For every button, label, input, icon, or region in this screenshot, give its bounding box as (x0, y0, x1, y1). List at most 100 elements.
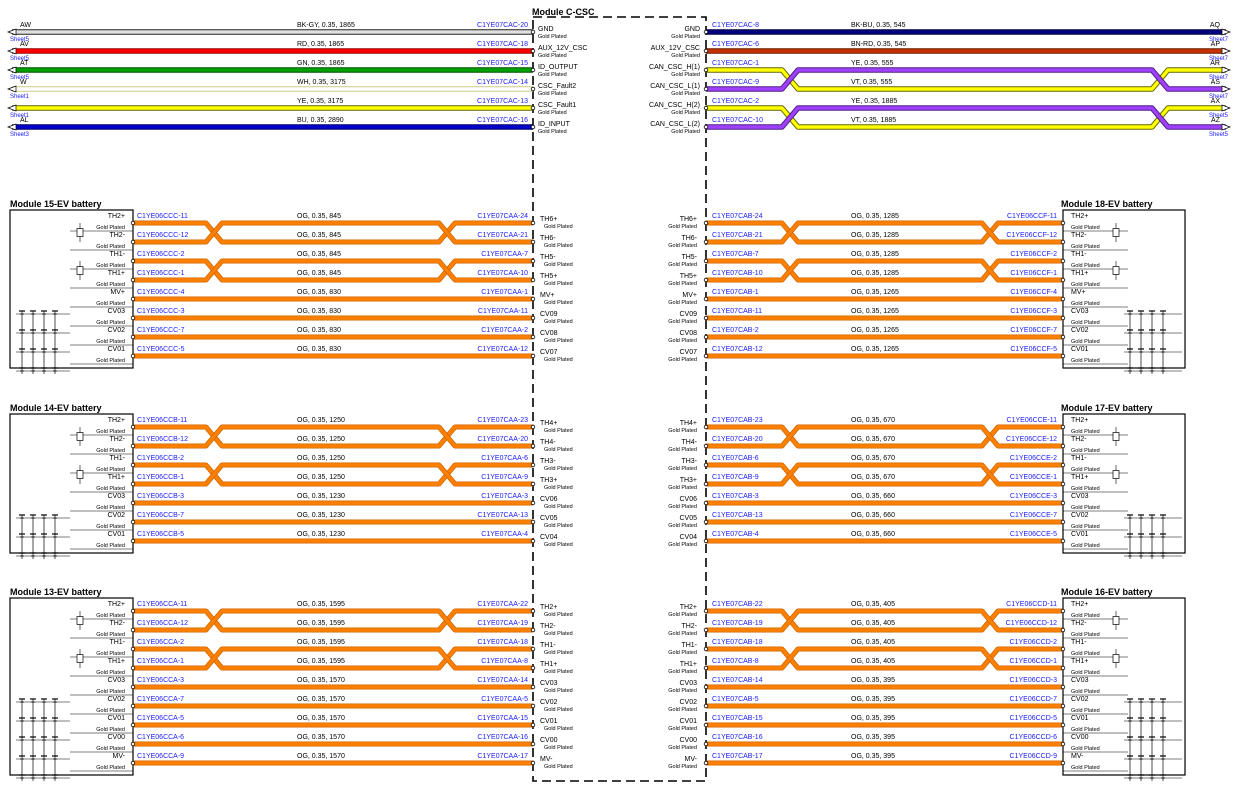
pin-name: AUX_12V_CSC (538, 45, 587, 52)
module-pin-name: TH1+ (108, 658, 125, 665)
module-title: Module 13-EV battery (10, 587, 102, 597)
csc-right-wire: AP Sheet7 BN-RD, 0.35, 545 C1YE07CAC-6 AUX_1… (651, 41, 1231, 62)
csc-pin-name: TH5+ (540, 273, 557, 280)
plating-label: Gold Plated (96, 467, 125, 473)
wire-spec: OG, 0.35, 395 (851, 677, 895, 684)
module-pin-name: TH1+ (108, 474, 125, 481)
module-connector-id: C1YE06CCA-7 (137, 696, 184, 703)
wire-spec: OG, 0.35, 830 (297, 346, 341, 353)
module-connector-id: C1YE06CCE-2 (1010, 455, 1057, 462)
harness-row: OG, 0.35, 405 C1YE06CCD-12 C1YE07CAB-19 TH2… (668, 608, 1128, 639)
plating-label: Gold Plated (544, 650, 573, 656)
connector-pin (1060, 500, 1066, 506)
plating-label: Gold Plated (1071, 670, 1100, 676)
connector-pin (130, 296, 136, 302)
harness-row: OG, 0.35, 1250 C1YE06CCB-1 C1YE07CAA-9 TH1+… (70, 462, 573, 493)
plating-label: Gold Plated (668, 466, 697, 472)
harness-row: OG, 0.35, 395 C1YE06CCD-3 C1YE07CAB-14 CV03… (668, 677, 1128, 696)
csc-pin-name: TH5- (540, 254, 556, 261)
csc-pin-name: TH4+ (540, 420, 557, 427)
plating-label: Gold Plated (1071, 225, 1100, 231)
module-connector-id: C1YE06CCD-9 (1010, 753, 1058, 760)
wire (133, 425, 533, 448)
plating-label: Gold Plated (671, 110, 700, 116)
module-connector-id: C1YE06CCF-4 (1010, 289, 1057, 296)
csc-pin-name: TH2- (681, 623, 697, 630)
wire-spec: OG, 0.35, 1285 (851, 232, 899, 239)
plating-label: Gold Plated (538, 91, 567, 97)
plating-label: Gold Plated (544, 338, 573, 344)
connector-pin (530, 481, 536, 487)
module-pin-name: TH2+ (1071, 601, 1088, 608)
connector-pin (703, 703, 709, 709)
wire-spec: VT, 0.35, 555 (851, 79, 892, 86)
csc-connector-id: C1YE07CAA-18 (477, 639, 528, 646)
module-pin-name: CV03 (107, 493, 125, 500)
plating-label: Gold Plated (544, 485, 573, 491)
plating-label: Gold Plated (671, 34, 700, 40)
harness-row: OG, 0.35, 1570 C1YE06CCA-7 C1YE07CAA-5 CV02… (70, 696, 573, 715)
connector-pin (530, 519, 536, 525)
csc-connector-id: C1YE07CAA-4 (481, 531, 528, 538)
connector-pin (130, 443, 136, 449)
pin-name: CAN_CSC_H(2) (649, 102, 700, 109)
plating-label: Gold Plated (1071, 301, 1100, 307)
battery-module: Module 13-EV battery OG, 0.35, 1595 C1YE06… (9, 587, 573, 781)
plating-label: Gold Plated (671, 129, 700, 135)
plating-label: Gold Plated (668, 688, 697, 694)
connector-pin (530, 86, 536, 92)
module-connector-id: C1YE06CCA-3 (137, 677, 184, 684)
plating-label: Gold Plated (1071, 765, 1100, 771)
connector-pin (530, 462, 536, 468)
csc-pin-name: CV03 (540, 680, 558, 687)
connector-id: C1YE07CAC-6 (712, 41, 759, 48)
plating-label: Gold Plated (1071, 486, 1100, 492)
wire (133, 463, 533, 486)
csc-connector-id: C1YE07CAA-6 (481, 455, 528, 462)
csc-connector-id: C1YE07CAA-1 (481, 289, 528, 296)
csc-connector-id: C1YE07CAA-15 (477, 715, 528, 722)
wire-spec: OG, 0.35, 1230 (297, 512, 345, 519)
harness-row: OG, 0.35, 830 C1YE06CCC-3 C1YE07CAA-11 CV03… (70, 308, 573, 327)
module-title: Module 15-EV battery (10, 199, 102, 209)
offsheet-arrow-icon (1221, 104, 1231, 112)
wire (706, 647, 1063, 670)
module-connector-id: C1YE06CCD-12 (1006, 620, 1057, 627)
harness-row: OG, 0.35, 1570 C1YE06CCA-5 C1YE07CAA-15 CV0… (70, 715, 573, 734)
wire-spec: OG, 0.35, 845 (297, 213, 341, 220)
connector-pin (1060, 424, 1066, 430)
plating-label: Gold Plated (668, 428, 697, 434)
connector-pin (130, 277, 136, 283)
plating-label: Gold Plated (668, 319, 697, 325)
module-connector-id: C1YE06CCC-1 (137, 270, 185, 277)
wire (133, 259, 533, 282)
plating-label: Gold Plated (1071, 689, 1100, 695)
plating-label: Gold Plated (96, 244, 125, 250)
plating-label: Gold Plated (1071, 524, 1100, 530)
csc-connector-id: C1YE07CAB-10 (712, 270, 763, 277)
plating-label: Gold Plated (96, 543, 125, 549)
connector-pin (1060, 258, 1066, 264)
connector-pin (703, 608, 709, 614)
plating-label: Gold Plated (668, 631, 697, 637)
module-pin-name: CV02 (107, 512, 125, 519)
connector-pin (703, 627, 709, 633)
csc-pin-name: CV00 (540, 737, 558, 744)
plating-label: Gold Plated (538, 34, 567, 40)
connector-pin (130, 646, 136, 652)
connector-pin (530, 703, 536, 709)
harness-row: OG, 0.35, 660 C1YE06CCE-5 C1YE07CAB-4 CV01 G… (668, 531, 1128, 550)
connector-pin (1060, 608, 1066, 614)
csc-pin-name: TH4- (681, 439, 697, 446)
wire-spec: OG, 0.35, 395 (851, 734, 895, 741)
module-connector-id: C1YE06CCD-11 (1006, 601, 1057, 608)
module-connector-id: C1YE06CCF-3 (1010, 308, 1057, 315)
module-pin-name: CV02 (107, 327, 125, 334)
connector-pin (703, 334, 709, 340)
plating-label: Gold Plated (1071, 505, 1100, 511)
csc-pin-name: TH2+ (680, 604, 697, 611)
csc-connector-id: C1YE07CAB-14 (712, 677, 763, 684)
